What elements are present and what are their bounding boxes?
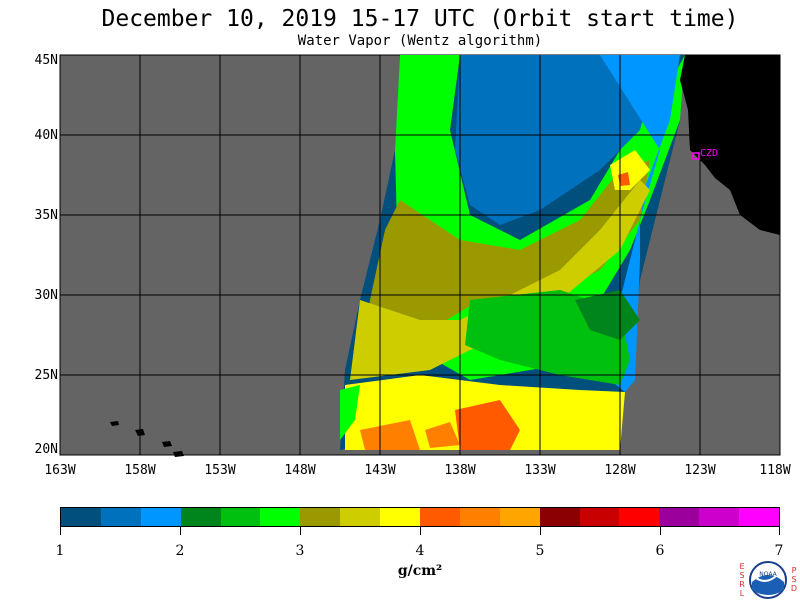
colorbar-cell (220, 508, 261, 526)
colorbar-tick-3 (300, 527, 301, 535)
lat-label-40n: 40N (34, 128, 58, 143)
lon-label-138w: 138W (444, 463, 476, 478)
colorbar-cell (459, 508, 500, 526)
colorbar-cell (699, 508, 740, 526)
lon-label-133w: 133W (524, 463, 556, 478)
lon-label-153w: 153W (204, 463, 236, 478)
lon-label-118w: 118W (759, 463, 791, 478)
lon-label-158w: 158W (124, 463, 156, 478)
noaa-emblem-icon: NOAA (749, 561, 787, 599)
colorbar-tick-7 (779, 527, 780, 535)
colorbar-cell (300, 508, 341, 526)
lon-label-123w: 123W (684, 463, 716, 478)
colorbar-label-6: 6 (655, 543, 665, 559)
water-vapor-map: CZD (59, 54, 781, 457)
colorbar-cell (260, 508, 301, 526)
colorbar-tick-1 (60, 527, 61, 535)
swath-yellowgreen (350, 180, 650, 380)
colorbar-cell (340, 508, 381, 526)
island-maui (162, 441, 172, 447)
colorbar (60, 507, 780, 527)
colorbar-label-3: 3 (295, 543, 305, 559)
land-mass-north-america (680, 55, 780, 235)
lon-label-163w: 163W (44, 463, 76, 478)
svg-text:NOAA: NOAA (759, 571, 777, 578)
colorbar-cell (61, 508, 101, 526)
colorbar-label-5: 5 (535, 543, 545, 559)
swath-dark-green (575, 290, 640, 340)
lat-label-35n: 35N (34, 208, 58, 223)
lon-label-143w: 143W (364, 463, 396, 478)
colorbar-units: g/cm² (397, 563, 443, 579)
colorbar-cell (420, 508, 460, 526)
swath-mid-blue (455, 55, 660, 225)
colorbar-label-4: 4 (415, 543, 425, 559)
colorbar-cell (499, 508, 540, 526)
lon-label-128w: 128W (604, 463, 636, 478)
colorbar-cell (579, 508, 620, 526)
station-marker: CZD (692, 148, 718, 160)
colorbar-label-2: 2 (175, 543, 185, 559)
grid-lines (60, 55, 780, 455)
station-box (692, 152, 700, 160)
swath-red-spot (618, 172, 630, 186)
swath-orange-2 (425, 422, 460, 448)
colorbar-cell (140, 508, 181, 526)
colorbar-tick-2 (180, 527, 181, 535)
colorbar-cell (180, 508, 221, 526)
colorbar-cell (380, 508, 421, 526)
swath-olive (360, 160, 650, 360)
lat-label-20n: 20N (34, 442, 58, 457)
colorbar-label-7: 7 (774, 543, 784, 559)
colorbar-label-1: 1 (55, 543, 65, 559)
lat-label-45n: 45N (34, 53, 58, 68)
island-hawaii (173, 451, 184, 457)
island-kauai (110, 421, 119, 426)
satellite-swath (340, 55, 685, 450)
colorbar-cell (619, 508, 660, 526)
colorbar-cell (739, 508, 780, 526)
colorbar-cell (659, 508, 700, 526)
colorbar-tick-4 (420, 527, 421, 535)
swath-orange-1 (360, 420, 420, 450)
colorbar-tick-6 (660, 527, 661, 535)
swath-green-south (340, 385, 360, 440)
colorbar-tick-5 (540, 527, 541, 535)
lon-label-148w: 148W (284, 463, 316, 478)
swath-orange-3 (455, 400, 520, 450)
station-label: CZD (700, 148, 718, 159)
map-title: December 10, 2019 15-17 UTC (Orbit start… (101, 6, 739, 32)
colorbar-cell (539, 508, 580, 526)
colorbar-cell (100, 508, 141, 526)
lat-label-30n: 30N (34, 288, 58, 303)
lat-label-25n: 25N (34, 368, 58, 383)
map-subtitle: Water Vapor (Wentz algorithm) (297, 33, 543, 49)
